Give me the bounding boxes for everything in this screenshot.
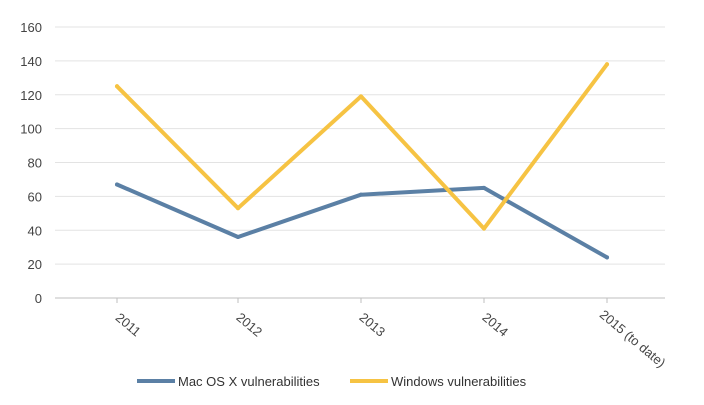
data-point-s1-2: [359, 94, 363, 99]
data-point-s0-3: [482, 185, 486, 190]
x-tick-label-2013: 2013: [356, 310, 388, 340]
gridlines: [55, 26, 665, 303]
data-point-s1-4: [605, 62, 609, 67]
x-axis-tick-labels: 2011 2012 2013 2014 2015 (to date): [113, 307, 669, 371]
x-tick-label-2012: 2012: [233, 310, 265, 340]
data-point-s1-0: [115, 84, 119, 89]
y-tick-label-0: 0: [35, 291, 42, 306]
y-axis-tick-labels: 0 20 40 60 80 100 120 140 160: [20, 20, 42, 306]
legend: Mac OS X vulnerabilities Windows vulnera…: [137, 374, 527, 389]
data-point-s0-2: [359, 192, 363, 197]
y-tick-label-60: 60: [28, 189, 42, 204]
data-point-s0-0: [115, 182, 119, 187]
y-tick-label-80: 80: [28, 156, 42, 171]
y-tick-label-160: 160: [20, 20, 42, 35]
y-tick-label-120: 120: [20, 88, 42, 103]
y-tick-label-40: 40: [28, 223, 42, 238]
x-tick-label-2011: 2011: [113, 310, 144, 339]
data-point-s0-1: [236, 235, 240, 240]
legend-label-mac: Mac OS X vulnerabilities: [178, 374, 320, 389]
data-point-s1-1: [236, 206, 240, 211]
data-point-s1-3: [482, 226, 486, 231]
series-line-1: [115, 62, 609, 231]
data-point-s0-4: [605, 255, 609, 260]
x-tick-label-2014: 2014: [479, 310, 511, 340]
x-tick-label-2015: 2015 (to date): [597, 307, 669, 371]
y-tick-label-140: 140: [20, 54, 42, 69]
y-tick-label-20: 20: [28, 257, 42, 272]
y-tick-label-100: 100: [20, 122, 42, 137]
legend-label-windows: Windows vulnerabilities: [391, 374, 527, 389]
series-lines: [115, 62, 609, 260]
